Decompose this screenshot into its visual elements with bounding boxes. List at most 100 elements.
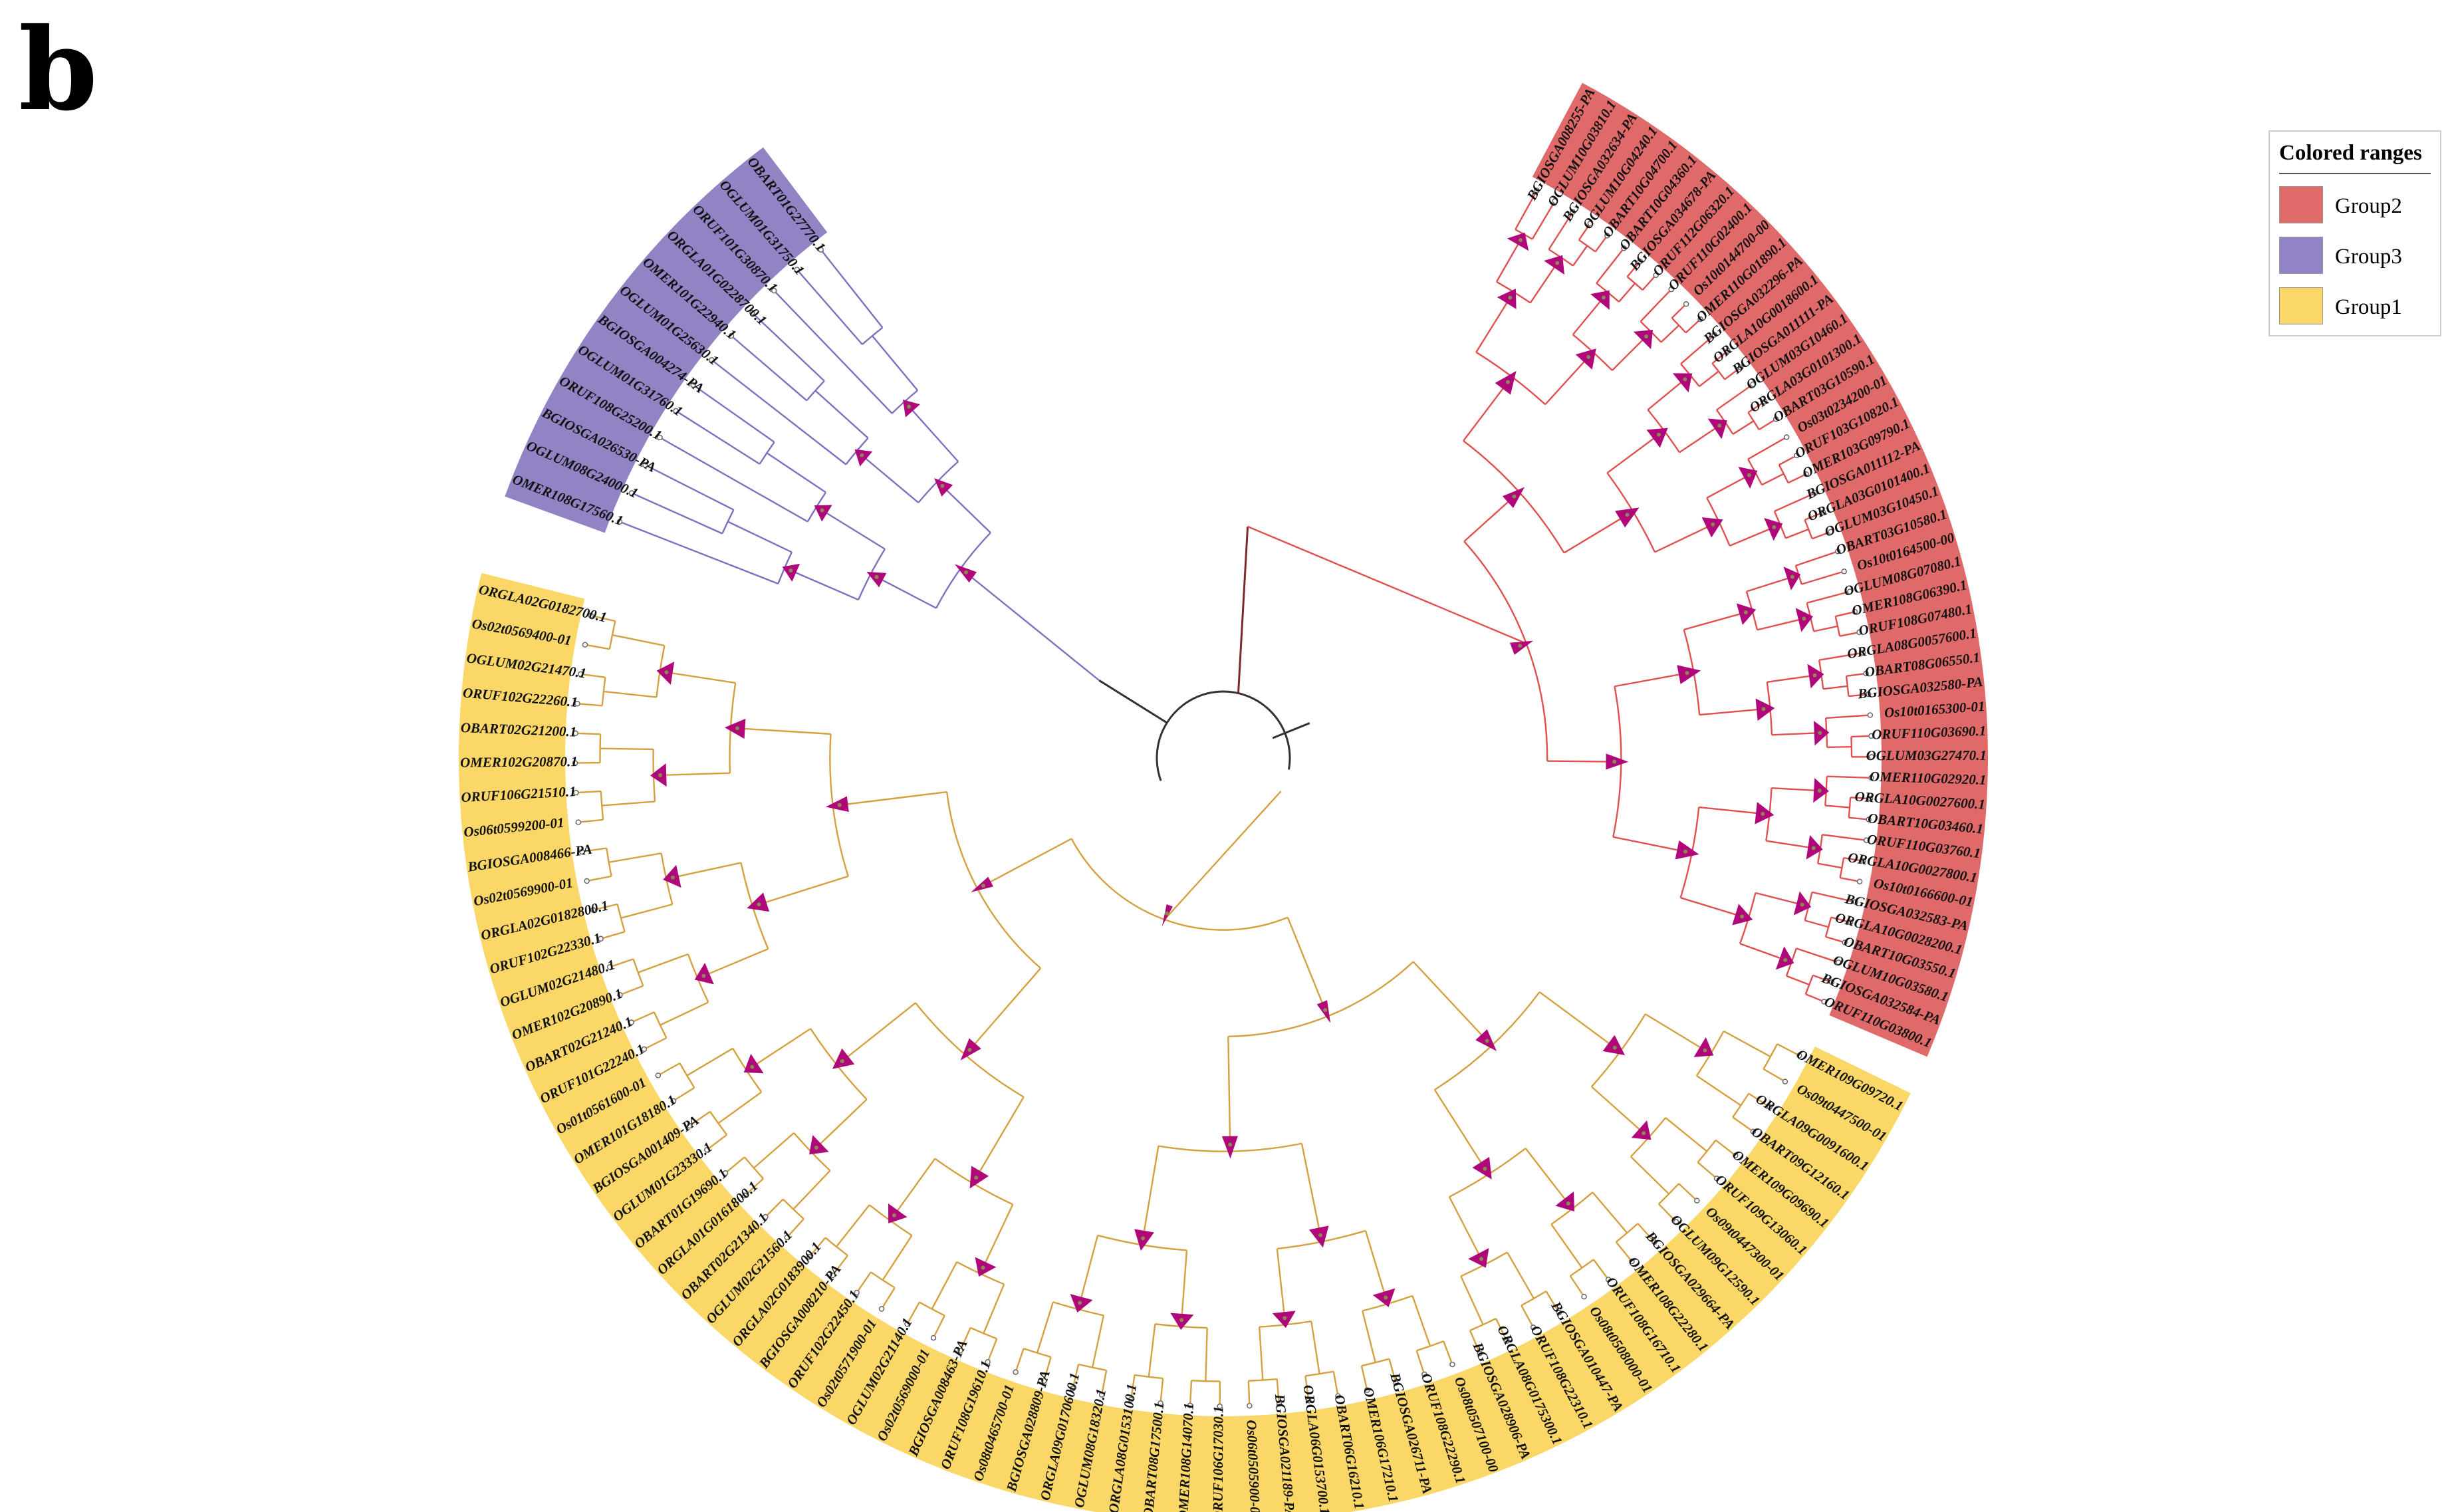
leaf-label: OMER102G20870.1	[460, 753, 578, 770]
branch	[1747, 402, 1763, 414]
internal-node	[750, 1065, 755, 1069]
tip-node	[985, 1359, 991, 1365]
tip-node	[1860, 650, 1866, 656]
branch	[1785, 528, 1809, 539]
branch	[620, 903, 673, 919]
tip-node	[573, 789, 579, 796]
branch	[833, 1255, 848, 1274]
internal-node	[1703, 1048, 1707, 1053]
clade-arc	[1078, 1363, 1107, 1372]
branch	[1626, 263, 1640, 277]
internal-node	[1384, 1295, 1388, 1300]
branch	[1531, 203, 1554, 240]
internal-node	[1800, 902, 1804, 907]
branch	[1592, 1192, 1628, 1234]
branch	[1823, 685, 1848, 690]
branch	[767, 1198, 784, 1216]
tip-node	[1653, 272, 1659, 279]
bootstrap-marker	[825, 796, 849, 813]
internal-node	[1802, 616, 1806, 621]
bootstrap-marker	[1764, 518, 1783, 541]
branch	[1515, 192, 1536, 230]
branch	[908, 1301, 920, 1323]
tip-node	[590, 907, 596, 913]
branch	[1778, 455, 1795, 466]
branch	[1671, 305, 1685, 319]
bootstrap-marker	[1646, 428, 1668, 448]
branch	[578, 790, 601, 794]
internal-node	[964, 570, 969, 574]
tip-node	[1668, 286, 1674, 293]
tip-node	[1773, 416, 1779, 422]
branch	[1788, 474, 1804, 484]
internal-node	[1318, 1233, 1323, 1237]
tip-node	[1783, 434, 1790, 440]
internal-node	[1283, 1316, 1287, 1321]
internal-node	[1644, 334, 1649, 338]
legend-title: Colored ranges	[2279, 141, 2422, 165]
tip-node	[1841, 568, 1847, 574]
branch	[872, 335, 919, 391]
branch	[1732, 420, 1755, 435]
branch	[1711, 352, 1727, 364]
tip-node	[1604, 233, 1610, 239]
tip-node	[1856, 629, 1862, 636]
branch	[1826, 775, 1869, 779]
branch	[1840, 876, 1858, 882]
legend-swatch-group2	[2279, 186, 2323, 223]
tip-node	[1477, 1350, 1483, 1356]
tip-node	[1098, 1392, 1105, 1398]
tip-node	[1421, 1371, 1427, 1378]
root-branch-group3	[1098, 680, 1167, 724]
tip-node	[575, 819, 582, 825]
clade-arc	[1416, 1340, 1444, 1352]
branch	[647, 465, 734, 511]
branch	[1141, 1146, 1160, 1245]
clade-arc	[1778, 464, 1789, 483]
tip-node	[1803, 471, 1809, 477]
internal-node	[981, 1265, 985, 1270]
clade-arc	[1469, 1318, 1497, 1332]
tip-node	[1683, 301, 1689, 307]
bootstrap-marker	[1606, 753, 1629, 770]
branch	[1813, 625, 1838, 632]
branch	[1036, 1301, 1054, 1354]
clade-arc	[1711, 362, 1726, 380]
branch	[1660, 324, 1680, 343]
internal-node	[701, 973, 706, 978]
tip-node	[1697, 316, 1703, 322]
internal-node	[1790, 574, 1794, 579]
branch	[960, 1327, 971, 1348]
internal-node	[1323, 1008, 1328, 1013]
branch	[587, 644, 610, 650]
tip-node	[641, 1046, 648, 1053]
branch	[638, 953, 689, 973]
branch	[1460, 1275, 1484, 1325]
tip-node	[1070, 1386, 1076, 1392]
internal-node	[1740, 914, 1745, 919]
root-arc	[1156, 690, 1291, 781]
tip-node	[930, 1334, 937, 1341]
bootstrap-marker	[747, 892, 770, 912]
branch	[933, 1315, 945, 1336]
branch	[1507, 1251, 1535, 1299]
tip-node	[1629, 1258, 1635, 1265]
branch	[1835, 611, 1853, 618]
tip-node	[1158, 1400, 1164, 1406]
internal-node	[974, 1176, 979, 1180]
tip-node	[617, 992, 623, 998]
branch	[578, 732, 601, 735]
internal-node	[1772, 525, 1777, 529]
branch	[612, 634, 665, 647]
clade-arc	[759, 441, 775, 465]
internal-node	[1485, 1039, 1489, 1043]
branch	[589, 875, 612, 882]
legend-label-group3: Group3	[2335, 245, 2402, 269]
branch	[987, 1338, 998, 1360]
branch	[1642, 277, 1655, 291]
bootstrap-marker	[888, 1203, 908, 1223]
internal-node	[664, 670, 669, 675]
branch	[1412, 961, 1493, 1047]
leaf-label: ORUF106G17030.1	[1210, 1406, 1227, 1512]
branch	[1596, 249, 1623, 284]
